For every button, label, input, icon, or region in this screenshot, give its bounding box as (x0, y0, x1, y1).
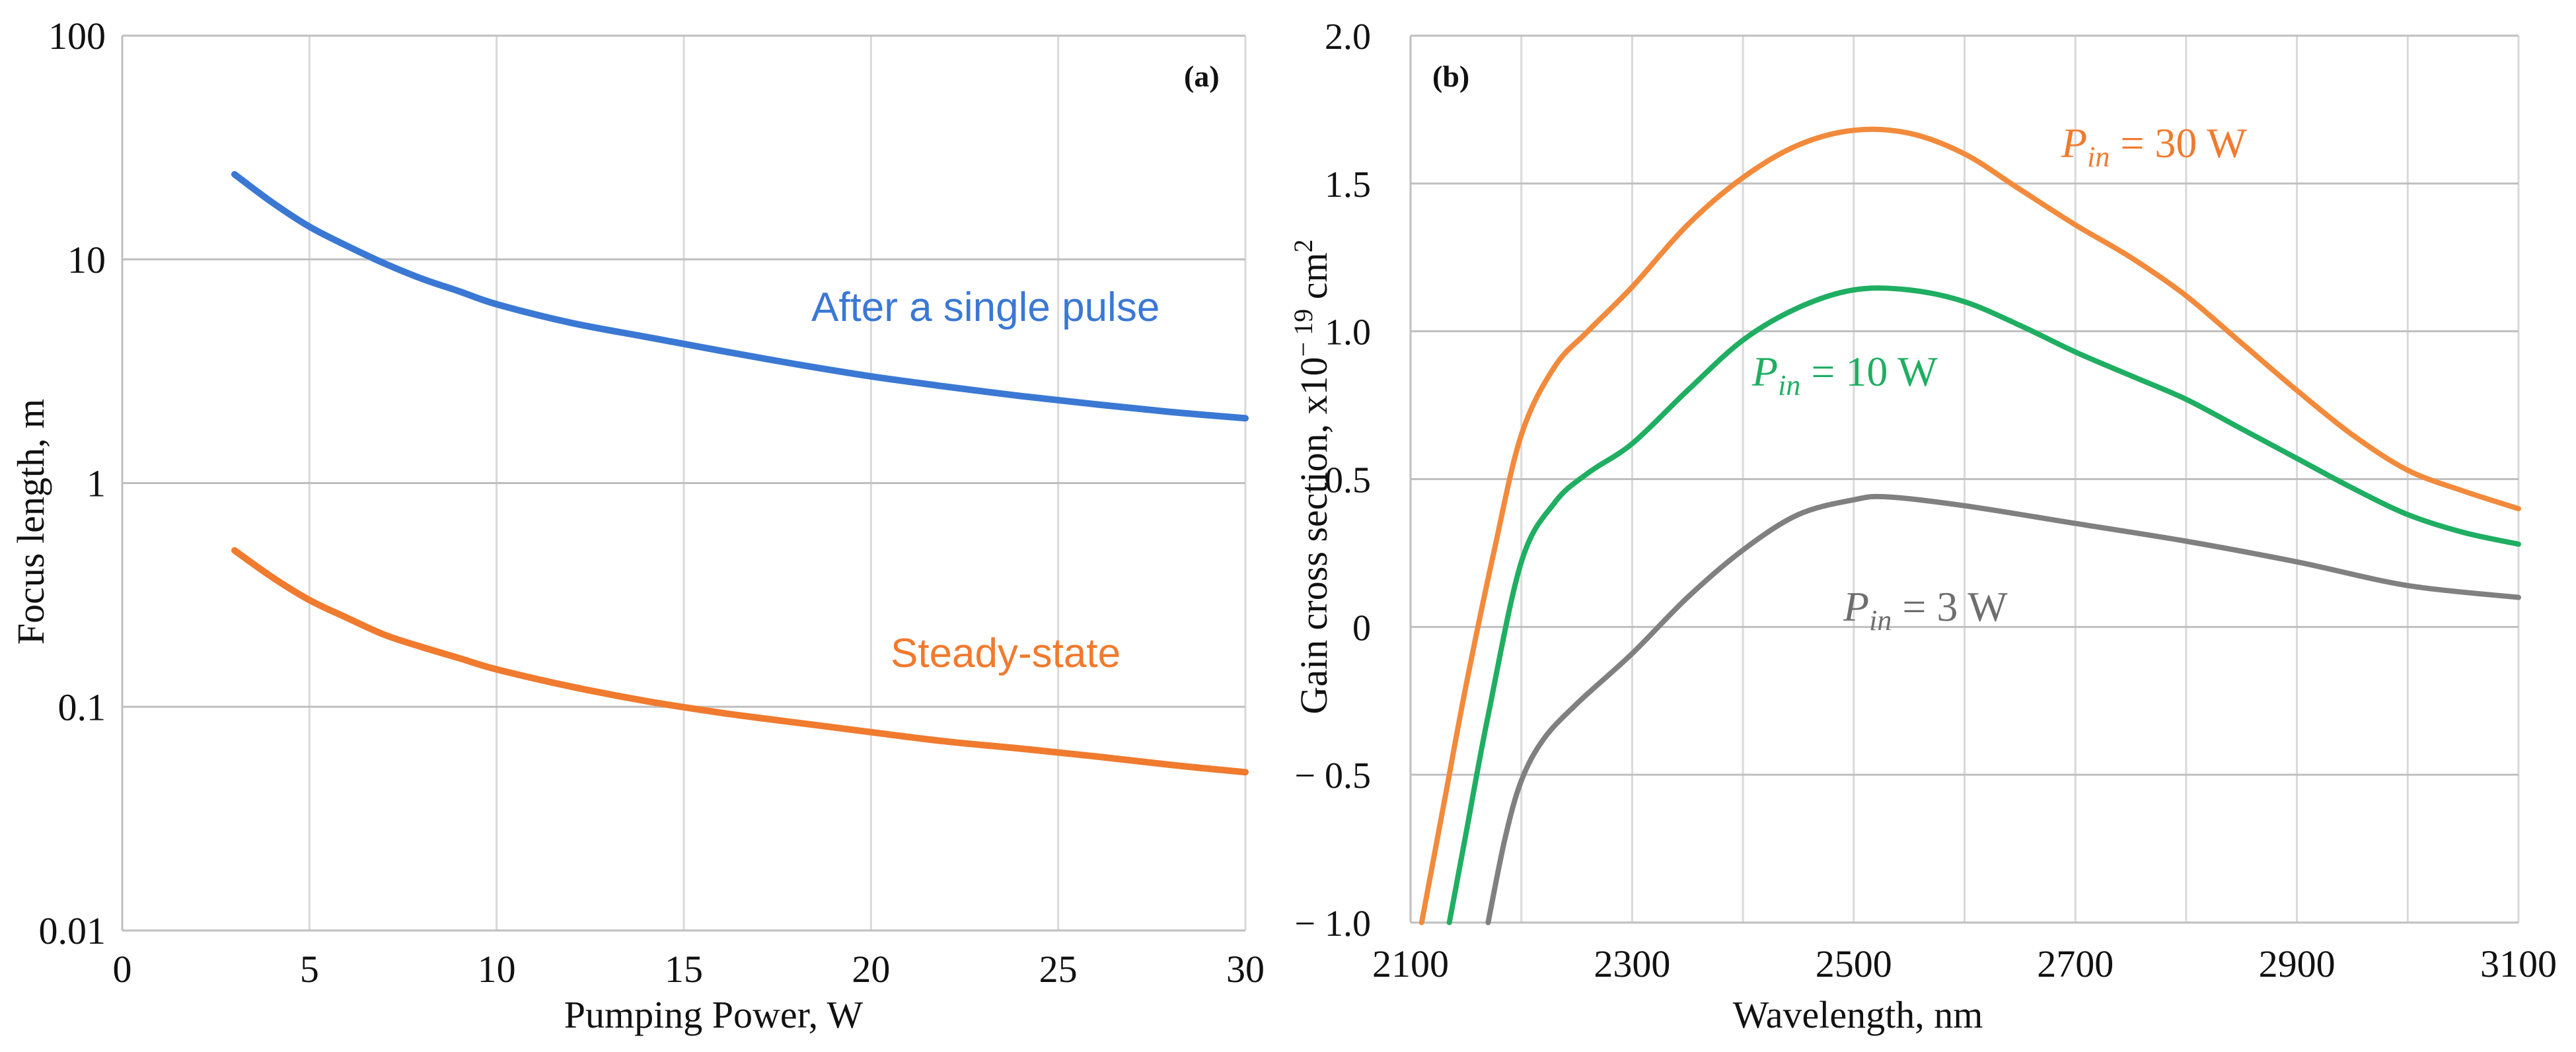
panel-a: 0 5 10 15 20 25 30 0.01 0.1 1 10 100 (a) After a si… (9, 15, 1265, 1036)
panel-a-x-tick-label: 0 (113, 948, 132, 991)
panel-a-y-tick-label: 100 (48, 15, 106, 57)
panel-a-y-tick-label: 1 (87, 462, 106, 505)
series-label-10w: Pin = 10 W (1751, 348, 1938, 402)
panel-a-axes (121, 36, 1245, 932)
panel-b-label: (b) (1432, 59, 1469, 93)
series-label-3w-rest: = 3 W (1892, 583, 2008, 630)
panel-a-y-tick-label: 0.1 (58, 685, 106, 728)
panel-a-x-tick-label: 20 (852, 948, 890, 991)
panel-a-x-tick-label: 5 (300, 948, 319, 991)
series-label-3w-p: P (1843, 583, 1869, 630)
panel-b-series (1418, 126, 2521, 925)
panel-b-y-tick-label: 2.0 (1325, 17, 1371, 57)
panel-a-tick-labels: 0 5 10 15 20 25 30 0.01 0.1 1 10 100 (39, 15, 1265, 991)
panel-b-x-tick-label: 2900 (2259, 942, 2336, 985)
panel-a-label: (a) (1184, 59, 1220, 93)
panel-b-x-tick-label: 2700 (2037, 942, 2114, 985)
series-line-10w (1446, 285, 2521, 925)
panel-b-x-axis-title: Wavelength, nm (1733, 993, 1983, 1036)
series-label-30w: Pin = 30 W (2061, 120, 2247, 173)
panel-a-y-tick-label: 10 (67, 238, 106, 281)
panel-a-series (231, 171, 1249, 776)
panel-b-y-tick-label: − 1.0 (1294, 903, 1371, 944)
panel-b-y-axis-title-exp2: 2 (1288, 239, 1318, 252)
panel-a-y-tick-label: 0.01 (39, 909, 106, 952)
panel-b-y-tick-label: 0 (1352, 608, 1371, 649)
series-line-3w (1485, 493, 2521, 925)
panel-b-tick-labels: 2100 2300 2500 2700 2900 3100 − 1.0 − 0.5 0 0.5 1.… (1294, 17, 2557, 985)
series-label-30w-p: P (2061, 120, 2087, 166)
series-line-30w (1418, 126, 2521, 925)
panel-b-y-tick-label: 0.5 (1325, 460, 1371, 501)
series-label-single-pulse: After a single pulse (811, 285, 1159, 330)
panel-b-y-axis-title-main: Gain cross section, x10 (1292, 357, 1335, 714)
panel-a-y-axis-title: Focus length, m (9, 399, 52, 645)
series-label-3w-sub: in (1869, 604, 1892, 637)
series-label-30w-sub: in (2087, 141, 2110, 173)
panel-b-y-tick-label: 1.5 (1325, 164, 1371, 205)
series-line-steady-state (231, 547, 1249, 776)
panel-b-y-tick-label: 1.0 (1325, 312, 1371, 353)
panel-b: 2100 2300 2500 2700 2900 3100 − 1.0 − 0.5 0 0.5 1.… (1288, 17, 2557, 1036)
panel-a-x-tick-label: 15 (665, 948, 703, 991)
panel-b-x-tick-label: 2300 (1594, 942, 1670, 985)
series-label-10w-rest: = 10 W (1800, 348, 1938, 395)
panel-b-y-axis-title: Gain cross section, x10− 19 cm2 (1288, 239, 1335, 714)
series-label-steady-state: Steady-state (891, 631, 1121, 676)
series-line-single-pulse (231, 171, 1249, 422)
panel-b-y-axis-title-exp1: − 19 (1288, 309, 1318, 357)
series-label-10w-sub: in (1778, 369, 1800, 402)
panel-a-x-tick-label: 25 (1039, 948, 1078, 991)
panel-a-x-axis-title: Pumping Power, W (564, 993, 864, 1036)
panel-a-x-tick-label: 30 (1226, 948, 1265, 991)
panel-b-x-tick-label: 2500 (1816, 942, 1892, 985)
panel-a-gridlines (122, 34, 1247, 932)
series-label-10w-p: P (1751, 348, 1778, 395)
panel-b-x-tick-label: 2100 (1372, 942, 1449, 985)
panel-a-x-tick-label: 10 (478, 948, 516, 991)
panel-b-y-tick-label: − 0.5 (1294, 755, 1371, 796)
panel-b-x-tick-label: 3100 (2480, 942, 2557, 985)
panel-b-axes (1409, 36, 2519, 924)
panel-b-y-axis-title-unit: cm (1292, 252, 1335, 308)
series-label-3w: Pin = 3 W (1843, 583, 2008, 637)
series-label-30w-rest: = 30 W (2110, 120, 2247, 166)
